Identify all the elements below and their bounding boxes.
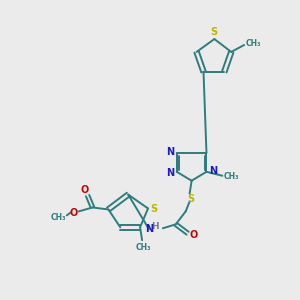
Text: O: O [70, 208, 78, 218]
Text: CH₃: CH₃ [245, 40, 261, 49]
Text: S: S [210, 27, 217, 37]
Text: CH₃: CH₃ [51, 213, 67, 222]
Text: H: H [151, 222, 159, 231]
Text: CH₃: CH₃ [224, 172, 239, 181]
Text: S: S [150, 204, 158, 214]
Text: N: N [166, 147, 174, 157]
Text: O: O [190, 230, 198, 240]
Text: N: N [145, 224, 153, 234]
Text: CH₃: CH₃ [135, 243, 151, 252]
Text: S: S [187, 194, 194, 203]
Text: O: O [80, 184, 89, 195]
Text: N: N [209, 166, 217, 176]
Text: N: N [166, 168, 174, 178]
